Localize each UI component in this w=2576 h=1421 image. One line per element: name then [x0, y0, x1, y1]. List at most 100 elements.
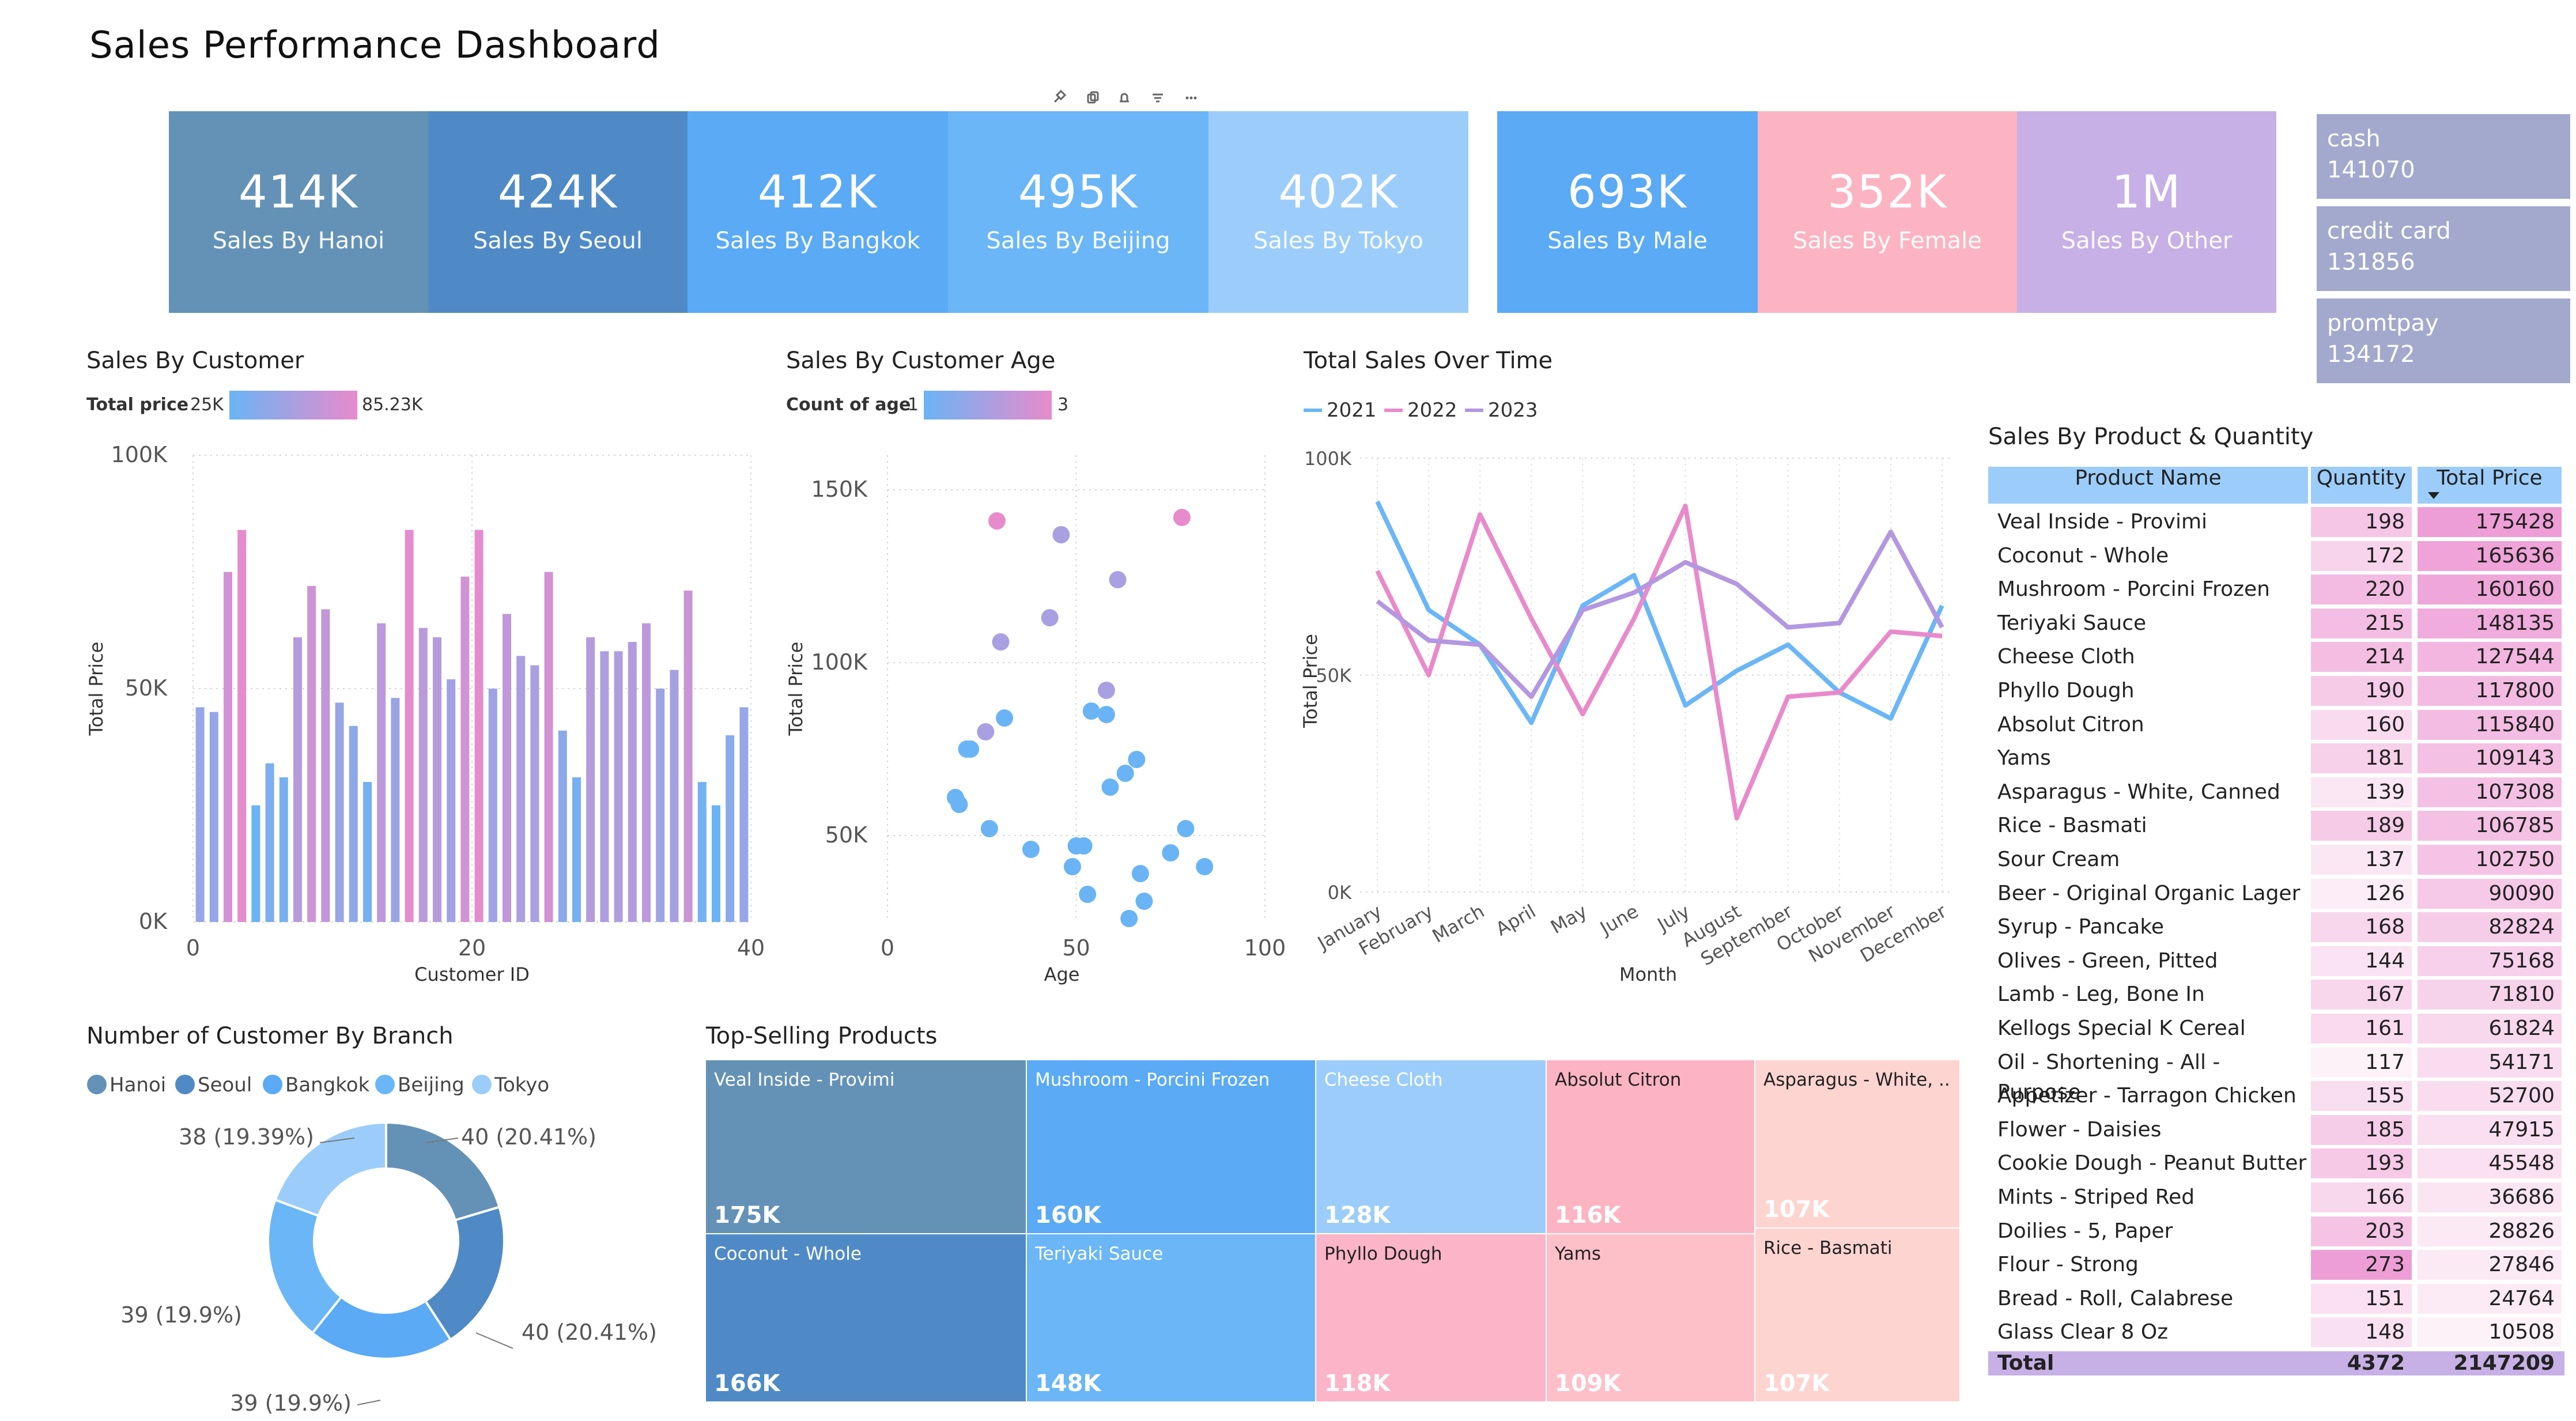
- bell-icon[interactable]: [1120, 93, 1129, 103]
- table-row[interactable]: Mints - Striped Red 166 36686: [1988, 1182, 2564, 1216]
- payment-card[interactable]: credit card 131856: [2317, 206, 2570, 291]
- scatter-point[interactable]: [1063, 858, 1081, 875]
- legend-item[interactable]: Hanoi: [109, 1074, 166, 1097]
- bar[interactable]: [391, 698, 400, 922]
- bar[interactable]: [488, 689, 497, 922]
- bar[interactable]: [739, 707, 749, 922]
- bar[interactable]: [502, 614, 512, 922]
- treemap-tile[interactable]: Phyllo Dough 118K: [1316, 1234, 1546, 1401]
- table-row[interactable]: Coconut - Whole 172 165636: [1988, 541, 2564, 575]
- sales-over-time-chart[interactable]: 2021 2022 20230K50K100KJanuaryFebruaryMarc…: [0, 0, 1971, 1008]
- scatter-point[interactable]: [1135, 893, 1153, 910]
- table-row[interactable]: Bread - Roll, Calabrese 151 24764: [1988, 1283, 2564, 1318]
- legend-item[interactable]: Beijing: [398, 1074, 464, 1097]
- bar[interactable]: [293, 637, 303, 922]
- bar[interactable]: [474, 530, 484, 922]
- scatter-point[interactable]: [1128, 751, 1146, 768]
- scatter-point[interactable]: [1022, 841, 1040, 858]
- treemap-tile[interactable]: Coconut - Whole 166K: [706, 1234, 1026, 1401]
- table-row[interactable]: Asparagus - White, Canned 139 107308: [1988, 777, 2564, 811]
- copy-icon[interactable]: [1087, 91, 1099, 104]
- legend-item[interactable]: 2022: [1407, 399, 1457, 422]
- treemap-tile[interactable]: Rice - Basmati 107K: [1755, 1229, 1959, 1401]
- table-row[interactable]: Phyllo Dough 190 117800: [1988, 676, 2564, 710]
- bar[interactable]: [670, 670, 679, 922]
- treemap-tile[interactable]: Absolut Citron 116K: [1547, 1060, 1754, 1233]
- filter-icon[interactable]: [1153, 93, 1163, 103]
- series-line-2023[interactable]: [1376, 530, 1944, 700]
- scatter-point[interactable]: [1162, 844, 1180, 861]
- bar[interactable]: [726, 735, 735, 922]
- bar[interactable]: [558, 730, 567, 922]
- scatter-point[interactable]: [962, 740, 980, 758]
- table-row[interactable]: Mushroom - Porcini Frozen 220 160160: [1988, 575, 2564, 609]
- table-row[interactable]: Yams 181 109143: [1988, 743, 2564, 777]
- pin-icon[interactable]: [1053, 89, 1067, 103]
- scatter-point[interactable]: [1097, 682, 1115, 699]
- scatter-point[interactable]: [1052, 526, 1070, 543]
- table-row[interactable]: Glass Clear 8 Oz 148 10508: [1988, 1317, 2564, 1351]
- legend-item[interactable]: Tokyo: [494, 1074, 549, 1097]
- column-header[interactable]: Quantity: [2311, 467, 2412, 504]
- bar[interactable]: [447, 679, 456, 922]
- treemap-tile[interactable]: Veal Inside - Provimi 175K: [706, 1060, 1026, 1233]
- bar[interactable]: [460, 576, 470, 922]
- treemap-tile[interactable]: Yams 109K: [1547, 1234, 1754, 1401]
- legend-item[interactable]: 2023: [1488, 399, 1538, 422]
- donut-slice[interactable]: [267, 1198, 343, 1335]
- bar[interactable]: [641, 623, 651, 922]
- kpi-card[interactable]: 414K Sales By Hanoi: [169, 111, 428, 313]
- treemap-tile[interactable]: Asparagus - White, ... 107K: [1755, 1060, 1959, 1227]
- treemap-tile[interactable]: Cheese Cloth 128K: [1316, 1060, 1546, 1233]
- bar[interactable]: [349, 725, 358, 922]
- table-row[interactable]: Syrup - Pancake 168 82824: [1988, 912, 2564, 946]
- bar[interactable]: [223, 572, 233, 923]
- donut-slice[interactable]: [311, 1295, 452, 1360]
- table-row[interactable]: Sour Cream 137 102750: [1988, 845, 2564, 879]
- scatter-point[interactable]: [1075, 837, 1093, 855]
- scatter-point[interactable]: [1116, 765, 1134, 782]
- donut-slice[interactable]: [274, 1121, 387, 1218]
- table-row[interactable]: Veal Inside - Provimi 198 175428: [1988, 507, 2564, 541]
- scatter-point[interactable]: [1177, 820, 1195, 837]
- scatter-point[interactable]: [980, 820, 998, 837]
- table-row[interactable]: Appetizer - Tarragon Chicken 155 52700: [1988, 1081, 2564, 1115]
- bar[interactable]: [265, 763, 274, 922]
- series-line-2022[interactable]: [1375, 503, 1943, 821]
- table-row[interactable]: Rice - Basmati 189 106785: [1988, 811, 2564, 845]
- payment-card[interactable]: promtpay 134172: [2317, 298, 2570, 383]
- legend-item[interactable]: 2021: [1327, 399, 1377, 422]
- bar[interactable]: [251, 805, 260, 923]
- scatter-point[interactable]: [1173, 509, 1191, 526]
- kpi-card[interactable]: 495K Sales By Beijing: [948, 111, 1208, 313]
- table-row[interactable]: Cookie Dough - Peanut Butter 193 45548: [1988, 1148, 2564, 1182]
- bar[interactable]: [586, 637, 595, 922]
- table-row[interactable]: Doilies - 5, Paper 203 28826: [1988, 1216, 2564, 1250]
- bar[interactable]: [516, 656, 526, 922]
- payment-card[interactable]: cash 141070: [2317, 114, 2570, 199]
- kpi-card[interactable]: 1M Sales By Other: [2017, 111, 2276, 313]
- donut-slice[interactable]: [424, 1205, 505, 1341]
- table-row[interactable]: Flour - Strong 273 27846: [1988, 1250, 2564, 1284]
- bar[interactable]: [362, 782, 372, 922]
- scatter-point[interactable]: [1079, 886, 1097, 903]
- bar[interactable]: [614, 651, 623, 922]
- treemap-tile[interactable]: Teriyaki Sauce 148K: [1027, 1234, 1315, 1401]
- scatter-point[interactable]: [1082, 702, 1100, 720]
- bar[interactable]: [697, 782, 707, 922]
- bar[interactable]: [600, 651, 609, 922]
- table-row[interactable]: Teriyaki Sauce 215 148135: [1988, 608, 2564, 643]
- bar[interactable]: [237, 530, 247, 922]
- table-row[interactable]: Kellogs Special K Cereal 161 61824: [1988, 1014, 2564, 1048]
- scatter-point[interactable]: [977, 723, 995, 740]
- scatter-point[interactable]: [992, 633, 1010, 651]
- bar[interactable]: [711, 805, 721, 923]
- table-row[interactable]: Oil - Shortening - All - Purpose 117 54171: [1988, 1047, 2564, 1104]
- bar[interactable]: [572, 777, 581, 922]
- kpi-card[interactable]: 412K Sales By Bangkok: [688, 111, 948, 313]
- table-row[interactable]: Beer - Original Organic Lager 126 90090: [1988, 878, 2564, 913]
- scatter-point[interactable]: [1131, 865, 1149, 882]
- bar[interactable]: [683, 590, 693, 922]
- column-header[interactable]: Product Name: [1988, 467, 2308, 504]
- bar[interactable]: [418, 628, 428, 922]
